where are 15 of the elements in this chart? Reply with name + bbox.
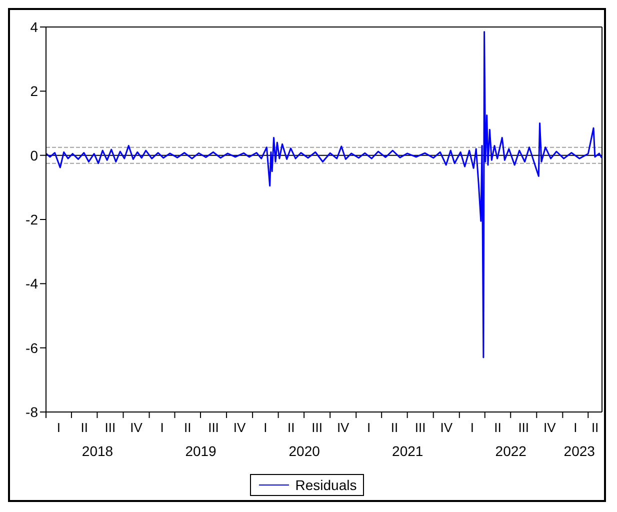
x-tick-label: 2018: [82, 443, 114, 459]
y-tick-label: 0: [30, 147, 38, 164]
y-tick-label: -8: [26, 404, 38, 420]
y-tick-label: -2: [26, 211, 38, 228]
y-tick-label: 2: [30, 83, 38, 100]
y-tick-label: -4: [26, 276, 38, 292]
x-tick-label: 2020: [288, 443, 320, 459]
x-tick-label: 2021: [392, 443, 424, 459]
x-tick-label: 2019: [185, 443, 217, 459]
quarter-labels: I II III IV I II III IV I II III IV I II III IV I II III IV I II: [56, 420, 599, 435]
y-tick-label: 4: [30, 18, 38, 35]
x-tick-label: 2023: [564, 443, 596, 459]
x-tick-label: 2022: [495, 443, 527, 459]
y-tick-label: -6: [26, 340, 38, 356]
legend-label: Residuals: [295, 477, 357, 493]
